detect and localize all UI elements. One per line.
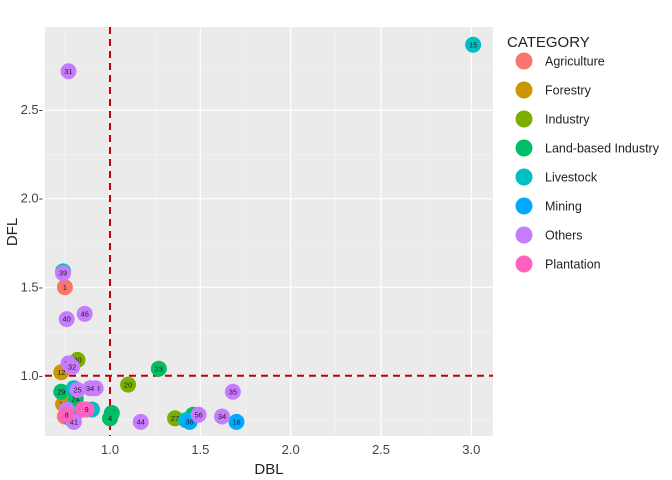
legend-swatch: [515, 226, 533, 244]
y-tick-label: 1.0-: [21, 368, 43, 383]
data-point: [190, 406, 207, 423]
major-gridlines: [45, 27, 493, 436]
legend-swatch: [515, 81, 533, 99]
data-point-label: 34: [86, 384, 94, 393]
data-point: [214, 408, 231, 425]
data-point-label: 20: [124, 380, 132, 389]
data-point-label: 31: [64, 67, 72, 76]
plot-background: [45, 27, 493, 436]
data-point: [53, 383, 70, 400]
data-point: [465, 36, 482, 53]
data-point-label: 30: [73, 355, 81, 364]
data-point: [120, 376, 137, 393]
legend-label: Industry: [545, 113, 590, 127]
legend-swatch: [515, 52, 533, 70]
data-point-label: 23: [155, 364, 163, 373]
y-tick-label: 1.5-: [21, 279, 43, 294]
data-point-label: 39: [59, 269, 67, 278]
data-point: [64, 358, 81, 375]
data-point-label: 12: [57, 368, 65, 377]
legend-label: Others: [545, 229, 583, 243]
legend-swatch: [515, 255, 533, 273]
data-point: [224, 383, 241, 400]
data-point-label: 18: [232, 417, 240, 426]
x-tick-label: 2.5: [372, 442, 390, 457]
reference-lines: [45, 27, 493, 436]
data-point-label: 41: [70, 417, 78, 426]
x-axis-ticks: 1.0 1.5 2.0 2.5 3.0: [101, 442, 480, 457]
data-point: [69, 381, 86, 398]
data-point-label: 29: [57, 387, 65, 396]
legend-swatch: [515, 168, 533, 186]
data-point-label: 56: [194, 410, 202, 419]
legend-label: Mining: [545, 200, 582, 214]
data-point: [58, 311, 75, 328]
legend: CATEGORY Agriculture Forestry Industry Land…: [507, 34, 660, 273]
data-point: [150, 360, 167, 377]
data-point-label: 1: [63, 283, 67, 292]
data-point: [82, 380, 99, 397]
data-point-label: 34: [218, 412, 226, 421]
legend-label: Forestry: [545, 84, 592, 98]
data-point: [78, 401, 95, 418]
legend-label: Agriculture: [545, 55, 605, 69]
data-point: [58, 406, 75, 423]
legend-swatch: [515, 197, 533, 215]
y-axis-ticks: 1.0- 1.5- 2.0- 2.5-: [21, 102, 43, 383]
x-tick-label: 1.0: [101, 442, 119, 457]
data-point: [228, 413, 245, 430]
x-tick-label: 1.5: [191, 442, 209, 457]
data-point-label: 35: [229, 387, 237, 396]
data-point-label: 8: [65, 410, 69, 419]
data-point-label: 24: [72, 394, 80, 403]
legend-swatch: [515, 139, 533, 157]
legend-label: Plantation: [545, 258, 601, 272]
data-point-label: 36: [185, 417, 193, 426]
legend-title: CATEGORY: [507, 34, 590, 51]
y-tick-label: 2.5-: [21, 102, 43, 117]
data-point: [55, 265, 72, 282]
y-axis-title: DFL: [4, 218, 21, 246]
data-point-label: 9: [84, 405, 88, 414]
legend-label: Land-based Industry: [545, 142, 660, 156]
data-point: [76, 305, 93, 322]
y-tick-label: 2.0-: [21, 191, 43, 206]
minor-gridlines: [45, 27, 493, 436]
x-axis-title: DBL: [254, 461, 283, 478]
legend-label: Livestock: [545, 171, 598, 185]
data-point: [56, 279, 73, 296]
legend-swatch: [515, 110, 533, 128]
data-point: [60, 63, 77, 80]
x-tick-label: 3.0: [462, 442, 480, 457]
data-point-label: 40: [63, 315, 71, 324]
data-point-label: 44: [137, 417, 145, 426]
data-points: 1312133020271423292426451516193771836213…: [53, 36, 482, 430]
data-point-label: 27: [171, 414, 179, 423]
data-point-label: 4: [108, 414, 112, 423]
data-point: [102, 410, 119, 427]
data-point-label: 15: [469, 40, 477, 49]
data-point: [132, 413, 149, 430]
data-point-label: 32: [68, 363, 76, 372]
x-tick-label: 2.0: [282, 442, 300, 457]
data-point-label: 25: [73, 386, 81, 395]
data-point-label: 46: [81, 309, 89, 318]
